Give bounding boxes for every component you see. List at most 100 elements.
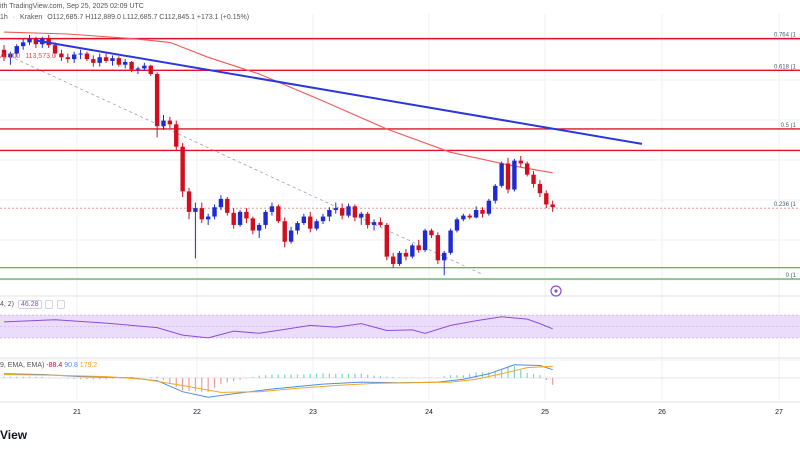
interval-label[interactable]: 1h <box>0 14 8 21</box>
candle-body <box>257 224 262 231</box>
candle-body <box>295 223 300 231</box>
candle-body <box>193 208 198 212</box>
x-tick-label: 23 <box>309 409 317 416</box>
candle-body <box>320 216 326 222</box>
candle-body <box>454 219 460 231</box>
rsi-params[interactable]: 4, 2) <box>0 301 15 308</box>
candle-body <box>212 207 217 217</box>
candle-body <box>493 185 498 201</box>
candle-body <box>167 120 173 125</box>
price-pane: 0.764 (1 0.618 (1 0.5 (1 0.236 (1 0 (1 <box>0 31 800 280</box>
ma-value: 113,573.0 <box>25 53 56 60</box>
event-marker-icon[interactable] <box>550 285 562 297</box>
fib-level-label: 0.618 (1 <box>774 64 797 70</box>
candle-body <box>333 208 338 211</box>
candle-body <box>148 65 153 75</box>
macd-legend: 9, EMA, EMA) -88.4 90.8 179.2 <box>0 362 97 369</box>
candle-body <box>14 46 19 54</box>
candle-body <box>442 252 447 261</box>
candle-body <box>205 216 211 220</box>
candle-body <box>154 74 160 127</box>
candle-body <box>97 57 102 63</box>
candle-body <box>422 230 428 251</box>
candle-body <box>218 198 224 208</box>
candle-body <box>129 61 134 70</box>
exchange-label: Kraken <box>20 14 43 21</box>
moving-average-line <box>3 31 553 174</box>
candle-body <box>20 42 26 47</box>
candle-body <box>416 245 421 251</box>
macd-line <box>3 364 553 398</box>
candle-body <box>71 54 77 60</box>
candle-body <box>199 208 204 220</box>
candle-body <box>231 212 236 225</box>
candle-body <box>346 206 351 216</box>
fib-level-label: 0.236 (1 <box>774 202 797 208</box>
ma-label[interactable]: A, 100 <box>0 53 21 60</box>
dashed-trendline <box>3 53 483 275</box>
candle-body <box>308 216 313 229</box>
candle-body <box>327 210 332 217</box>
candle-body <box>250 218 256 231</box>
candle-body <box>531 174 536 184</box>
time-axis: 21 22 23 24 25 26 27 <box>73 409 783 416</box>
candle-body <box>378 222 383 225</box>
candle-body <box>550 204 555 208</box>
candle-body <box>397 252 402 265</box>
rsi-extra-box[interactable] <box>45 300 54 309</box>
candle-body <box>225 198 230 213</box>
chart-grid <box>0 14 800 403</box>
candle-body <box>269 206 275 212</box>
candle-body <box>371 222 377 225</box>
rsi-legend: 4, 2) 46.28 <box>0 300 66 309</box>
candle-body <box>429 230 434 236</box>
macd-pane <box>0 364 800 398</box>
candle-body <box>410 245 415 257</box>
candle-body <box>282 221 287 242</box>
candle-body <box>467 215 472 218</box>
rsi-extra-box-2[interactable] <box>57 300 66 309</box>
candle-body <box>103 57 109 61</box>
x-tick-label: 26 <box>658 409 666 416</box>
macd-params[interactable]: 9, EMA, EMA) <box>0 362 45 369</box>
macd-value: 90.8 <box>64 362 78 369</box>
candle-body <box>339 208 345 216</box>
candle-body <box>473 210 479 218</box>
candle-body <box>537 183 543 194</box>
candle-body <box>116 58 122 65</box>
brand-logo-text: View <box>0 428 28 442</box>
candle-body <box>512 160 517 190</box>
x-tick-label: 21 <box>73 409 81 416</box>
candle-body <box>142 65 147 69</box>
candle-body <box>123 61 128 65</box>
candle-body <box>263 211 268 225</box>
x-tick-label: 27 <box>775 409 783 416</box>
candle-body <box>314 221 319 229</box>
rsi-pane <box>0 314 800 339</box>
macd-signal-line <box>3 365 553 393</box>
candle-body <box>59 53 64 58</box>
candle-body <box>78 53 83 55</box>
bearish-trendline <box>35 39 643 145</box>
candle-body <box>161 120 166 127</box>
candle-body <box>544 193 549 205</box>
rsi-line <box>3 316 553 339</box>
candle-body <box>499 163 504 186</box>
candle-body <box>486 200 492 214</box>
x-tick-label: 22 <box>193 409 201 416</box>
candle-body <box>84 53 90 60</box>
symbol-header: 1h · Kraken O112,685.7 H112,889.0 L112,6… <box>0 14 250 21</box>
publisher-label: ith TradingView.com, Sep 25, 2025 02:09 … <box>0 3 144 10</box>
candle-body <box>403 252 409 257</box>
candle-body <box>135 68 141 70</box>
ma-legend: A, 100 113,573.0 <box>0 53 59 60</box>
candle-body <box>524 163 530 175</box>
candle-body <box>505 163 511 190</box>
candle-body <box>8 53 13 58</box>
x-tick-label: 24 <box>425 409 433 416</box>
candle-body <box>448 230 453 253</box>
candle-body <box>174 124 179 147</box>
candle-body <box>301 216 307 224</box>
candle-body <box>52 45 58 54</box>
